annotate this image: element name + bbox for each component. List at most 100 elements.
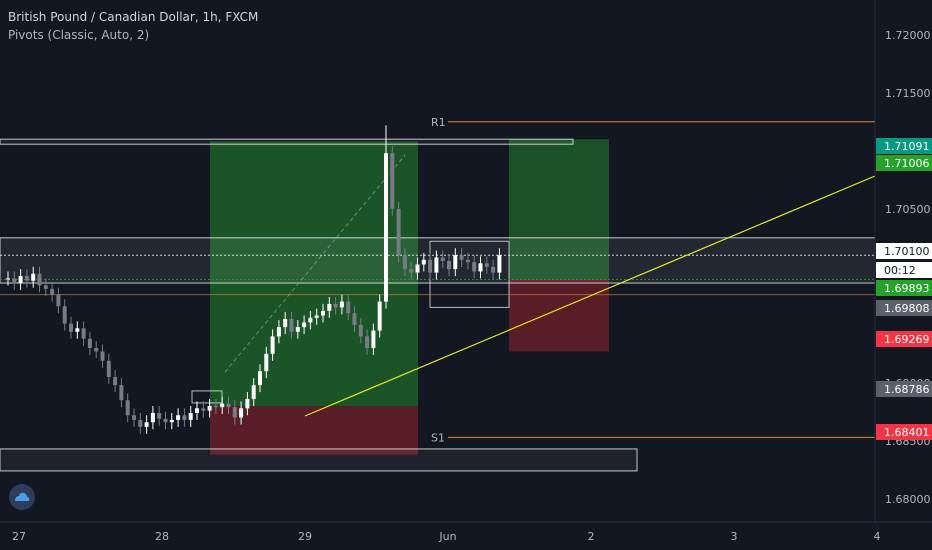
- candle-body: [497, 255, 502, 273]
- price-badge-text: 1.70100: [884, 245, 930, 258]
- candle-body: [87, 338, 92, 348]
- candle-body: [358, 324, 363, 337]
- candle-body: [24, 276, 29, 281]
- candle-body: [346, 301, 351, 314]
- candle-body: [428, 259, 433, 273]
- candle-body: [113, 377, 118, 386]
- price-badge-level: 1.68786: [876, 381, 932, 397]
- price-badge-text: 1.69893: [884, 282, 930, 295]
- candle-body: [421, 259, 426, 265]
- long-loss-zone: [210, 406, 418, 455]
- price-badge-stop-low: 1.68401: [876, 424, 932, 440]
- time-tick-label: 3: [731, 530, 738, 543]
- candle-body: [239, 408, 244, 418]
- candle-body: [176, 415, 181, 420]
- candle-body: [201, 408, 206, 411]
- candle-body: [258, 371, 262, 386]
- range-box-top: [0, 138, 574, 145]
- candle-body: [295, 327, 300, 332]
- candle-body: [308, 317, 313, 323]
- price-badge-bg: [876, 381, 932, 397]
- candle-body: [459, 255, 464, 260]
- price-tick-label: 1.72000: [885, 29, 931, 42]
- long-profit-zone: [210, 141, 418, 406]
- short-loss-zone: [509, 279, 609, 352]
- candle-body: [270, 336, 275, 354]
- price-badge-text: 1.68786: [884, 383, 930, 396]
- pivot-s1-label: S1: [431, 431, 445, 444]
- candle-body: [302, 322, 307, 328]
- candle-body: [169, 419, 174, 423]
- candle-body: [251, 385, 256, 400]
- candle-body: [213, 406, 218, 408]
- pivot-r1-label: R1: [431, 116, 446, 129]
- candle-body: [150, 412, 155, 423]
- time-tick-label: Jun: [438, 530, 456, 543]
- candle-body: [245, 399, 250, 409]
- candle-body: [56, 294, 61, 307]
- trendline: [304, 175, 876, 417]
- candle-body: [195, 408, 199, 413]
- candle-body: [402, 255, 407, 270]
- time-tick-label: 2: [588, 530, 595, 543]
- candle-body: [138, 419, 143, 427]
- candle-body: [75, 328, 80, 332]
- price-badge-bg: [876, 300, 932, 316]
- price-badge-bg: [876, 262, 932, 278]
- candle-body: [163, 418, 168, 423]
- candle-body: [339, 301, 344, 308]
- price-tick-label: 1.70500: [885, 203, 931, 216]
- candle-body: [220, 403, 225, 408]
- price-badge-last-price: 1.70100: [876, 243, 932, 259]
- short-profit-zone: [509, 139, 609, 280]
- candle-body: [365, 336, 370, 348]
- time-tick-label: 28: [155, 530, 169, 543]
- candle-body: [415, 264, 420, 273]
- price-badge-bg: [876, 280, 932, 296]
- candle-body: [12, 278, 17, 284]
- candle-body: [390, 153, 395, 209]
- price-badge-text: 1.71006: [884, 157, 930, 170]
- candle-body: [125, 400, 130, 416]
- candle-body: [226, 403, 231, 408]
- candle-body: [384, 153, 388, 302]
- price-badge-text: 00:12: [884, 264, 916, 277]
- price-badge-text: 1.69808: [884, 302, 930, 315]
- time-tick-label: 27: [12, 530, 26, 543]
- price-badge-tp-long: 1.71006: [876, 155, 932, 171]
- price-badge-bg: [876, 138, 932, 154]
- price-badge-text: 1.69269: [884, 333, 930, 346]
- candle-body: [352, 313, 357, 325]
- candle-body: [188, 412, 193, 420]
- price-badge-stop: 1.69269: [876, 331, 932, 347]
- chart-legend: British Pound / Canadian Dollar, 1h, FXC…: [8, 8, 258, 44]
- price-badge-bg: [876, 424, 932, 440]
- indicator-label[interactable]: Pivots (Classic, Auto, 2): [8, 28, 150, 42]
- tradingview-logo-icon[interactable]: [9, 484, 35, 510]
- candle-body: [62, 306, 67, 324]
- candle-body: [289, 319, 294, 332]
- price-tick-label: 1.71500: [885, 87, 931, 100]
- symbol-title[interactable]: British Pound / Canadian Dollar, 1h, FXC…: [8, 10, 259, 24]
- candle-body: [81, 328, 86, 339]
- price-badge-pivot-p: 1.69808: [876, 300, 932, 316]
- candle-body: [207, 406, 212, 411]
- candle-body: [43, 285, 48, 289]
- candle-body: [434, 257, 439, 273]
- candle-body: [409, 269, 414, 273]
- candle-body: [447, 261, 451, 270]
- time-tick-label: 29: [298, 530, 312, 543]
- candle-body: [100, 351, 105, 361]
- price-badge-text: 1.71091: [884, 140, 930, 153]
- time-tick-label: 4: [874, 530, 881, 543]
- candle-body: [50, 288, 55, 295]
- price-badge-tp-long-high: 1.71091: [876, 138, 932, 154]
- price-badge-entry: 1.69893: [876, 280, 932, 296]
- candle-body: [31, 273, 36, 281]
- candle-body: [94, 348, 99, 352]
- candle-body: [484, 263, 489, 267]
- candle-body: [440, 257, 445, 261]
